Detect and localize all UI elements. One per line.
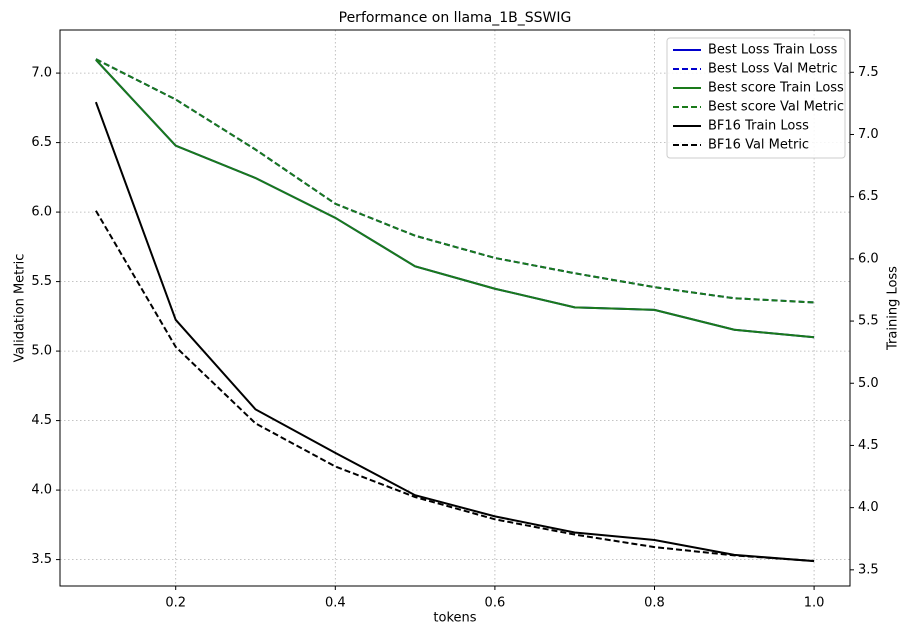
y-tick-label: 6.5	[31, 135, 52, 150]
y-tick-label: 5.5	[31, 274, 52, 289]
y-tick-label: 4.0	[31, 483, 52, 498]
plot-frame	[59, 29, 851, 587]
x-tick-label: 0.6	[485, 596, 506, 611]
y2-tick-label: 5.5	[858, 314, 879, 329]
y2-tick-label: 3.5	[858, 562, 879, 577]
y-tick-label: 5.0	[31, 344, 52, 359]
x-tick-label: 0.2	[165, 596, 186, 611]
y2-axis-label: Training Loss	[886, 266, 901, 351]
legend-label: Best Loss Train Loss	[708, 43, 838, 58]
y2-tick-label: 6.5	[858, 189, 879, 204]
y-axis-label: Validation Metric	[13, 254, 28, 363]
legend-label: Best Loss Val Metric	[708, 62, 838, 77]
y-tick-label: 3.5	[31, 552, 52, 567]
y2-tick-label: 6.0	[858, 251, 879, 266]
y2-tick-label: 7.5	[858, 65, 879, 80]
y-tick-label: 4.5	[31, 413, 52, 428]
legend-label: BF16 Train Loss	[708, 119, 809, 134]
legend-label: BF16 Val Metric	[708, 138, 809, 153]
series-line	[95, 58, 815, 304]
x-tick-label: 0.8	[644, 596, 665, 611]
legend-label: Best score Val Metric	[708, 100, 844, 115]
y2-tick-label: 4.0	[858, 500, 879, 515]
y2-tick-label: 7.0	[858, 127, 879, 142]
y-tick-label: 6.0	[31, 205, 52, 220]
series-line	[95, 210, 815, 562]
chart-title: Performance on llama_1B_SSWIG	[339, 10, 572, 26]
x-tick-label: 0.4	[325, 596, 346, 611]
series-line	[95, 59, 815, 339]
legend-box	[666, 37, 846, 159]
y-tick-label: 7.0	[31, 66, 52, 81]
series-line	[94, 101, 815, 563]
x-tick-label: 1.0	[804, 596, 825, 611]
x-axis-label: tokens	[433, 611, 476, 626]
y2-tick-label: 4.5	[858, 438, 879, 453]
legend-label: Best score Train Loss	[708, 81, 844, 96]
y2-tick-label: 5.0	[858, 376, 879, 391]
